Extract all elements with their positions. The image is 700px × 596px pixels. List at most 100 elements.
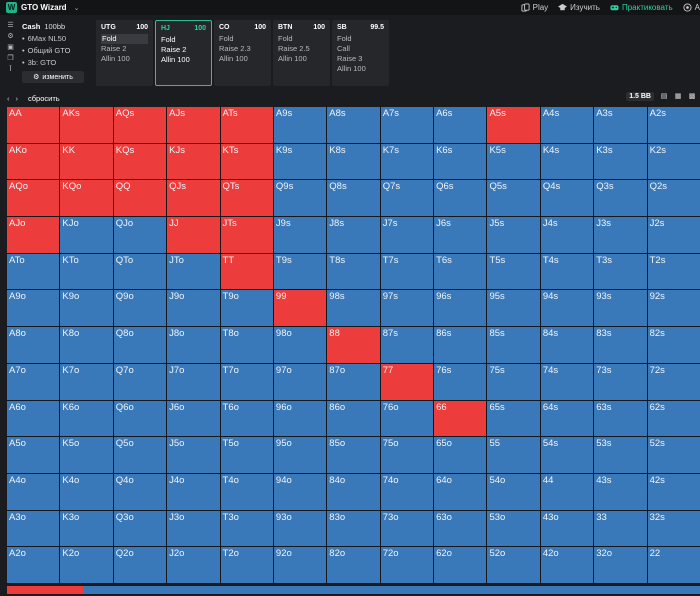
- hand-cell[interactable]: KJo: [60, 217, 113, 253]
- hand-cell[interactable]: T7s: [380, 253, 434, 290]
- hand-cell[interactable]: 76s: [434, 363, 487, 400]
- hand-cell[interactable]: 43s: [594, 473, 647, 510]
- hand-cell[interactable]: Q5s: [487, 180, 540, 217]
- hand-cell[interactable]: JTo: [167, 253, 220, 290]
- hand-cell[interactable]: QTo: [113, 253, 167, 290]
- hand-cell[interactable]: QJs: [167, 180, 220, 217]
- hand-cell[interactable]: 65s: [487, 400, 540, 437]
- hand-cell[interactable]: 66: [434, 400, 487, 437]
- hand-cell[interactable]: A4s: [540, 107, 594, 143]
- hand-cell[interactable]: J8s: [327, 217, 380, 253]
- hand-cell[interactable]: Q6o: [113, 400, 167, 437]
- text-cursor-icon[interactable]: Ī: [9, 66, 12, 73]
- hand-cell[interactable]: K9o: [60, 290, 113, 327]
- hand-cell[interactable]: K7o: [60, 363, 113, 400]
- action-option[interactable]: Fold: [101, 34, 148, 44]
- save-icon[interactable]: ▣: [7, 44, 14, 51]
- hand-cell[interactable]: Q7s: [380, 180, 434, 217]
- hand-cell[interactable]: QQ: [113, 180, 167, 217]
- hand-cell[interactable]: Q6s: [434, 180, 487, 217]
- hand-cell[interactable]: T2o: [220, 547, 273, 583]
- hand-cell[interactable]: Q8o: [113, 327, 167, 363]
- hand-cell[interactable]: 83o: [327, 510, 380, 547]
- hand-cell[interactable]: T7o: [220, 363, 273, 400]
- hand-cell[interactable]: 74s: [540, 363, 594, 400]
- hand-cell[interactable]: T9o: [220, 290, 273, 327]
- hand-cell[interactable]: Q8s: [327, 180, 380, 217]
- hand-cell[interactable]: K4o: [60, 473, 113, 510]
- hand-cell[interactable]: A2s: [647, 107, 700, 143]
- action-option[interactable]: Allin 100: [101, 54, 130, 63]
- hand-cell[interactable]: 22: [647, 547, 700, 583]
- hand-cell[interactable]: 54o: [487, 473, 540, 510]
- hand-cell[interactable]: J4o: [167, 473, 220, 510]
- hand-cell[interactable]: 92s: [647, 290, 700, 327]
- hand-cell[interactable]: KQo: [60, 180, 113, 217]
- hand-cell[interactable]: 88: [327, 327, 380, 363]
- hand-cell[interactable]: 72o: [380, 547, 434, 583]
- hand-cell[interactable]: A4o: [7, 473, 60, 510]
- hand-cell[interactable]: Q3o: [113, 510, 167, 547]
- hand-cell[interactable]: QJo: [113, 217, 167, 253]
- hand-cell[interactable]: 94s: [540, 290, 594, 327]
- hand-cell[interactable]: 73s: [594, 363, 647, 400]
- hand-cell[interactable]: 86o: [327, 400, 380, 437]
- hand-cell[interactable]: 72s: [647, 363, 700, 400]
- hand-cell[interactable]: T3o: [220, 510, 273, 547]
- hand-cell[interactable]: K2s: [647, 143, 700, 180]
- hand-cell[interactable]: 83s: [594, 327, 647, 363]
- hand-cell[interactable]: 52o: [487, 547, 540, 583]
- hand-cell[interactable]: 98o: [273, 327, 327, 363]
- hand-cell[interactable]: 96o: [273, 400, 327, 437]
- hand-cell[interactable]: Q4s: [540, 180, 594, 217]
- hand-cell[interactable]: 62o: [434, 547, 487, 583]
- matrix-view-icon[interactable]: ▩: [688, 92, 696, 100]
- action-option[interactable]: Raise 2.5: [278, 44, 310, 53]
- hand-cell[interactable]: T8s: [327, 253, 380, 290]
- hand-cell[interactable]: ATs: [220, 107, 273, 143]
- hand-cell[interactable]: T8o: [220, 327, 273, 363]
- hand-cell[interactable]: AQo: [7, 180, 60, 217]
- action-option[interactable]: Raise 2.3: [219, 44, 251, 53]
- hand-cell[interactable]: JTs: [220, 217, 273, 253]
- hand-cell[interactable]: A6o: [7, 400, 60, 437]
- action-option[interactable]: Fold: [219, 34, 234, 43]
- table-view-icon[interactable]: ▤: [660, 92, 668, 100]
- hand-cell[interactable]: KQs: [113, 143, 167, 180]
- action-option[interactable]: Call: [337, 44, 350, 53]
- hand-cell[interactable]: J6o: [167, 400, 220, 437]
- hand-cell[interactable]: K6o: [60, 400, 113, 437]
- action-option[interactable]: Raise 3: [337, 54, 363, 63]
- hand-cell[interactable]: AJo: [7, 217, 60, 253]
- hand-cell[interactable]: JJ: [167, 217, 220, 253]
- hand-cell[interactable]: 96s: [434, 290, 487, 327]
- hand-cell[interactable]: K5s: [487, 143, 540, 180]
- hand-cell[interactable]: J8o: [167, 327, 220, 363]
- hand-cell[interactable]: 77: [380, 363, 434, 400]
- hand-cell[interactable]: 84s: [540, 327, 594, 363]
- hand-cell[interactable]: J3s: [594, 217, 647, 253]
- hand-cell[interactable]: 76o: [380, 400, 434, 437]
- hand-cell[interactable]: 98s: [327, 290, 380, 327]
- action-option[interactable]: Allin 100: [219, 54, 248, 63]
- hand-cell[interactable]: AKo: [7, 143, 60, 180]
- hand-cell[interactable]: K3s: [594, 143, 647, 180]
- forward-arrow-icon[interactable]: ›: [15, 93, 19, 103]
- action-option[interactable]: Fold: [161, 35, 176, 44]
- hand-cell[interactable]: J9o: [167, 290, 220, 327]
- hand-cell[interactable]: K5o: [60, 437, 113, 473]
- action-option[interactable]: Allin 100: [161, 55, 190, 64]
- hand-cell[interactable]: J7s: [380, 217, 434, 253]
- hand-cell[interactable]: AKs: [60, 107, 113, 143]
- hand-cell[interactable]: A3o: [7, 510, 60, 547]
- hand-cell[interactable]: J7o: [167, 363, 220, 400]
- hand-cell[interactable]: 55: [487, 437, 540, 473]
- hand-cell[interactable]: KJs: [167, 143, 220, 180]
- hand-cell[interactable]: AQs: [113, 107, 167, 143]
- hand-cell[interactable]: 64o: [434, 473, 487, 510]
- action-option[interactable]: Raise 2: [161, 45, 187, 54]
- hand-cell[interactable]: 87o: [327, 363, 380, 400]
- list-icon[interactable]: ☰: [7, 22, 14, 29]
- hand-cell[interactable]: A7s: [380, 107, 434, 143]
- hand-cell[interactable]: K9s: [273, 143, 327, 180]
